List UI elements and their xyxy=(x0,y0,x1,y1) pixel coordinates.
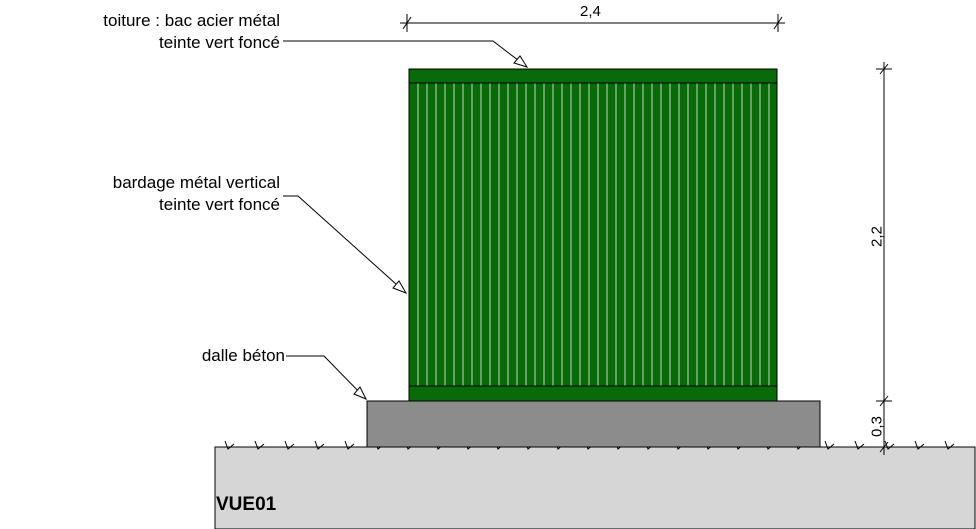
cladding-wall xyxy=(408,68,778,402)
cladding-label-line2: teinte vert foncé xyxy=(159,195,280,214)
roof-band xyxy=(408,68,778,84)
slab-label: dalle béton xyxy=(201,346,285,365)
base-band xyxy=(408,385,778,402)
ground-hatch-mark xyxy=(254,440,265,450)
ground-hatch-mark xyxy=(344,440,355,450)
view-title: VUE01 xyxy=(216,494,277,515)
width-dimension xyxy=(400,14,785,32)
cladding-ribs xyxy=(417,83,770,386)
roof-label-line2: teinte vert foncé xyxy=(159,33,280,52)
ground-hatch-mark xyxy=(824,440,835,450)
roof-label-line1: toiture : bac acier métal xyxy=(103,11,280,30)
ground-hatch-mark xyxy=(884,440,895,450)
ground xyxy=(214,446,976,529)
leader-lines xyxy=(283,40,529,400)
ground-hatch-mark xyxy=(914,440,925,450)
concrete-slab xyxy=(366,400,821,448)
ground-hatch-mark xyxy=(284,440,295,450)
roof-label: toiture : bac acier métal teinte vert fo… xyxy=(10,10,280,54)
width-dimension-value: 2,4 xyxy=(580,3,601,20)
ground-hatch-mark xyxy=(854,440,865,450)
ground-hatch-mark xyxy=(224,440,235,450)
height-dimension-value: 2,2 xyxy=(868,226,886,247)
height-dimension xyxy=(876,62,892,455)
slab-height-dimension-value: 0,3 xyxy=(868,416,886,437)
ground-hatch-mark xyxy=(314,440,325,450)
ground-hatch-mark xyxy=(944,440,955,450)
cladding-label: bardage métal vertical teinte vert foncé xyxy=(10,172,280,216)
cladding-label-line1: bardage métal vertical xyxy=(112,173,280,192)
